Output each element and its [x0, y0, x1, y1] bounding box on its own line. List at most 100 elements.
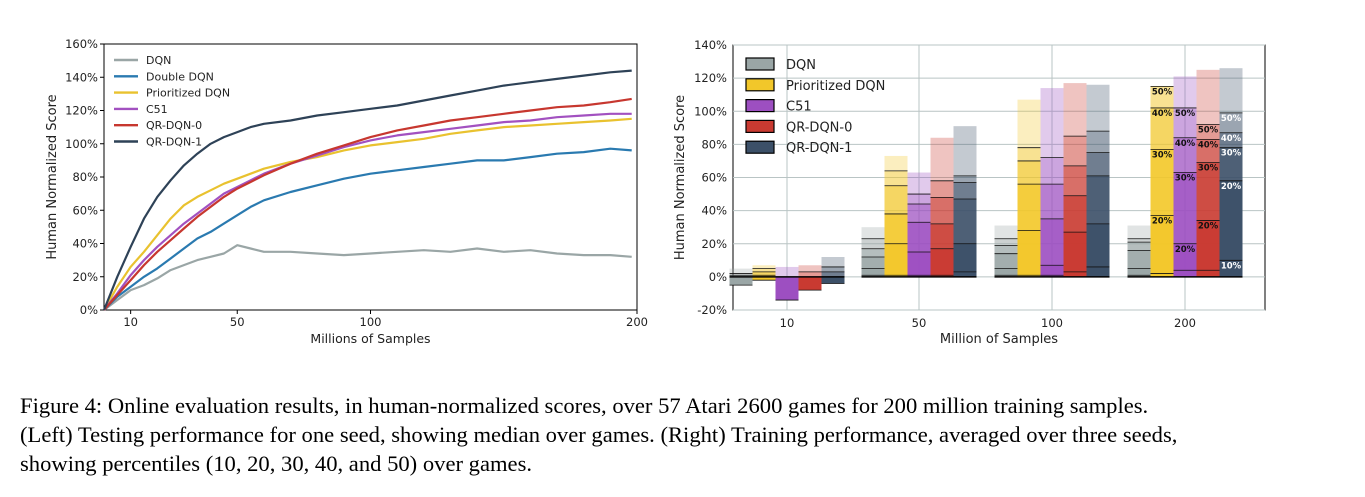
right-percentile-segment-prioritized-dqn-200-p10: [1150, 273, 1174, 277]
left-legend-label-dqn: DQN: [146, 54, 171, 67]
right-percentile-segment-qr-dqn-0-100-p20: [1063, 232, 1087, 277]
right-percentile-segment-c51-50-p10: [907, 275, 931, 277]
right-percentile-segment-prioritized-dqn-10-p40: [752, 271, 776, 277]
right-percentile-segment-c51-100-p20: [1040, 265, 1064, 277]
left-y-tick-label: 140%: [65, 70, 98, 84]
right-y-axis-label: Human Normalized Score: [673, 95, 688, 260]
left-legend-label-qr-dqn-1: QR-DQN-1: [146, 136, 202, 149]
left-x-tick-label: 100: [360, 315, 382, 329]
right-y-tick-label: 100%: [694, 104, 727, 118]
right-percentile-segment-c51-10-p10: [775, 276, 799, 301]
right-percentile-segment-prioritized-dqn-50-p20: [884, 243, 908, 277]
right-legend-label-dqn: DQN: [786, 58, 816, 73]
right-y-tick-label: 40%: [701, 204, 727, 218]
right-percentile-label-qr-dqn-1-40: 40%: [1221, 134, 1242, 144]
left-y-tick-label: 60%: [72, 203, 98, 217]
right-y-tick-label: 0%: [709, 270, 727, 284]
left-line-chart: 0% 20% 40% 60% 80% 100% 120% 140% 160% 10 50 100 200…: [45, 37, 648, 346]
right-percentile-label-qr-dqn-1-50: 50%: [1221, 114, 1242, 124]
right-percentile-segment-c51-100-p30: [1040, 218, 1064, 277]
right-percentile-segment-dqn-50-p20: [861, 268, 885, 277]
right-percentile-label-c51-50: 50%: [1175, 109, 1196, 119]
left-y-axis-label: Human Normalized Score: [45, 94, 60, 259]
left-series-line-qr-dqn-1: [102, 69, 632, 311]
right-x-axis-label: Million of Samples: [940, 332, 1058, 347]
right-percentile-label-qr-dqn-0-30: 30%: [1198, 164, 1219, 174]
right-percentile-segment-dqn-10-p40: [729, 275, 753, 277]
right-percentile-segment-qr-dqn-1-50-p10: [953, 271, 977, 277]
left-series-line-qr-dqn-0: [103, 97, 632, 311]
left-plot-frame: [103, 43, 638, 311]
right-percentile-segment-qr-dqn-1-200-p10: [1219, 260, 1243, 277]
figure-charts: 0%20%40%60%80%100%120%140%160%10 50 100 200…: [45, 37, 1266, 347]
right-percentile-segment-qr-dqn-0-200-p10: [1196, 270, 1220, 277]
left-x-tick-label: 50: [230, 315, 245, 329]
right-percentile-label-prioritized-dqn-20: 20%: [1152, 217, 1173, 227]
right-legend-label-qr-dqn-1: QR-DQN-1: [786, 141, 852, 156]
right-legend-label-c51: C51: [786, 100, 812, 115]
right-bar-dqn-10: [729, 268, 753, 277]
right-percentile-segment-qr-dqn-0-50-p20: [930, 248, 954, 277]
right-percentile-label-qr-dqn-1-30: 30%: [1221, 149, 1242, 159]
right-percentile-segment-c51-200-p20: [1173, 243, 1197, 277]
right-y-tick-label: 140%: [694, 38, 727, 52]
figure-caption: Figure 4: Online evaluation results, in …: [20, 391, 1350, 478]
right-percentile-segment-dqn-200-p20: [1127, 268, 1151, 277]
left-y-tick-label: 120%: [65, 104, 98, 118]
left-y-tick-label: 80%: [72, 170, 98, 184]
right-percentile-segment-dqn-100-p20: [994, 268, 1018, 277]
right-percentile-label-qr-dqn-0-50: 50%: [1198, 126, 1219, 136]
right-percentile-segment-dqn-50-p10: [861, 275, 885, 277]
right-x-tick-label: 200: [1174, 316, 1196, 330]
right-percentile-label-prioritized-dqn-50: 50%: [1152, 87, 1173, 97]
caption-line-3: showing percentiles (10, 20, 30, 40, and…: [20, 451, 533, 476]
right-percentile-segment-qr-dqn-0-100-p10: [1063, 271, 1087, 277]
right-percentile-segment-prioritized-dqn-100-p10: [1017, 275, 1041, 277]
left-series-line-dqn: [103, 244, 632, 311]
right-x-tick-label: 10: [780, 316, 795, 330]
right-legend-label-qr-dqn-0: QR-DQN-0: [786, 120, 852, 135]
left-y-tick-label: 0%: [80, 303, 98, 317]
left-legend-label-c51: C51: [146, 103, 168, 116]
right-legend-swatch-qr-dqn-1: [745, 140, 775, 154]
right-legend-swatch-qr-dqn-0: [745, 119, 775, 134]
right-legend-swatch-dqn: [745, 57, 775, 71]
right-percentile-segment-qr-dqn-0-50-p10: [930, 275, 954, 277]
right-percentile-segment-c51-100-p10: [1040, 275, 1064, 277]
right-percentile-segment-prioritized-dqn-50-p10: [884, 275, 908, 277]
right-percentile-segment-qr-dqn-1-100-p10: [1086, 266, 1110, 277]
left-y-tick-label: 100%: [65, 137, 98, 151]
right-y-tick-label: 20%: [701, 237, 727, 251]
right-percentile-label-prioritized-dqn-40: 40%: [1152, 109, 1173, 119]
right-percentile-segment-dqn-10-p10: [729, 276, 753, 286]
right-percentile-label-c51-30: 30%: [1175, 174, 1196, 184]
right-bar-chart: -20% 0% 20% 40% 60% 80% 100% 120% 140% 10 50 100 200…: [673, 38, 1266, 347]
left-x-tick-label: 10: [123, 315, 138, 329]
left-y-tick-label: 160%: [65, 37, 98, 51]
right-y-tick-label: 60%: [701, 171, 727, 185]
right-percentile-segment-qr-dqn-1-50-p20: [953, 243, 977, 277]
caption-line-1: Figure 4: Online evaluation results, in …: [20, 393, 1149, 418]
right-percentile-segment-c51-50-p20: [907, 252, 931, 277]
left-x-tick-label: 200: [626, 315, 648, 329]
right-percentile-segment-prioritized-dqn-100-p20: [1017, 230, 1041, 277]
right-percentile-label-qr-dqn-1-10: 10%: [1221, 261, 1242, 271]
right-bar-prioritized-dqn-10: [752, 265, 776, 277]
right-percentile-segment-qr-dqn-0-10-p10: [798, 276, 822, 291]
right-percentile-segment-dqn-100-p10: [994, 275, 1018, 277]
left-x-axis-label: Millions of Samples: [310, 331, 430, 346]
right-percentile-segment-c51-200-p10: [1173, 270, 1197, 277]
right-percentile-segment-qr-dqn-1-100-p20: [1086, 223, 1110, 277]
left-series-line-double-dqn: [103, 147, 632, 311]
right-percentile-segment-prioritized-dqn-10-p10: [752, 276, 776, 281]
right-percentile-segment-prioritized-dqn-10-p30: [752, 275, 776, 277]
left-legend-label-double-dqn: Double DQN: [146, 70, 214, 83]
right-x-tick-label: 100: [1041, 316, 1063, 330]
right-percentile-label-prioritized-dqn-30: 30%: [1152, 150, 1173, 160]
right-legend-swatch-prioritized-dqn: [745, 78, 775, 92]
right-legend-label-prioritized-dqn: Prioritized DQN: [786, 79, 885, 94]
right-percentile-label-c51-40: 40%: [1175, 139, 1196, 149]
right-percentile-segment-dqn-200-p10: [1127, 275, 1151, 277]
right-bar-qr-dqn-0-10: [798, 265, 822, 277]
